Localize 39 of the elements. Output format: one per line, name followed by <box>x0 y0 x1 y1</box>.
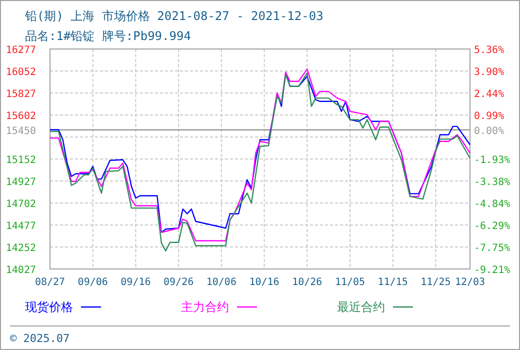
text: © 2025.07 <box>10 332 70 345</box>
x-tick-label: 11/05 <box>334 277 366 288</box>
y2-tick-label: -9.21% <box>474 265 510 276</box>
x-tick-label: 09/06 <box>78 277 108 288</box>
y-tick-label: 16277 <box>6 45 36 56</box>
y2-tick-label: 3.90% <box>474 67 504 78</box>
y2-tick-label: 0.00% <box>474 126 504 137</box>
legend-label: 现货价格 <box>25 300 73 314</box>
y-tick-label: 14477 <box>6 221 36 232</box>
x-tick-label: 10/16 <box>249 277 280 288</box>
x-tick-label: 10/06 <box>206 277 236 288</box>
x-tick-label: 11/15 <box>378 277 408 288</box>
y2-tick-label: 2.44% <box>474 89 504 100</box>
x-tick-label: 09/16 <box>120 277 151 288</box>
legend-label: 最近合约 <box>337 300 385 314</box>
y2-tick-label: -7.75% <box>474 242 510 254</box>
y2-tick-label: -6.29% <box>474 220 510 232</box>
y-tick-label: 15450 <box>6 126 36 137</box>
y-tick-label: 14252 <box>6 243 36 254</box>
y2-tick-label: 0.99% <box>474 110 504 122</box>
x-tick-label: 09/26 <box>164 277 194 288</box>
y-tick-label: 14027 <box>6 265 36 276</box>
y-tick-label: 16052 <box>6 67 36 78</box>
x-tick-label: 12/03 <box>454 277 486 288</box>
legend-label: 主力合约 <box>181 300 229 314</box>
y-tick-label: 14702 <box>6 199 36 210</box>
chart-subtitle: 品名:1#铅锭 牌号:Pb99.994 <box>25 29 191 43</box>
chart-title: 铅(期) 上海 市场价格 2021-08-27 - 2021-12-03 <box>24 9 324 23</box>
y-tick-label: 15152 <box>6 155 36 166</box>
x-tick-label: 11/25 <box>420 277 451 288</box>
y2-tick-label: -1.93% <box>474 155 510 166</box>
y2-tick-label: -4.84% <box>474 199 510 210</box>
y2-tick-label: 5.36% <box>474 45 504 56</box>
y-tick-label: 15602 <box>6 111 36 122</box>
x-tick-label: 10/26 <box>292 277 322 288</box>
y-tick-label: 15827 <box>6 89 36 100</box>
y2-tick-label: -3.38% <box>474 176 510 188</box>
y-tick-label: 14927 <box>6 177 36 188</box>
x-tick-label: 08/27 <box>34 277 66 288</box>
